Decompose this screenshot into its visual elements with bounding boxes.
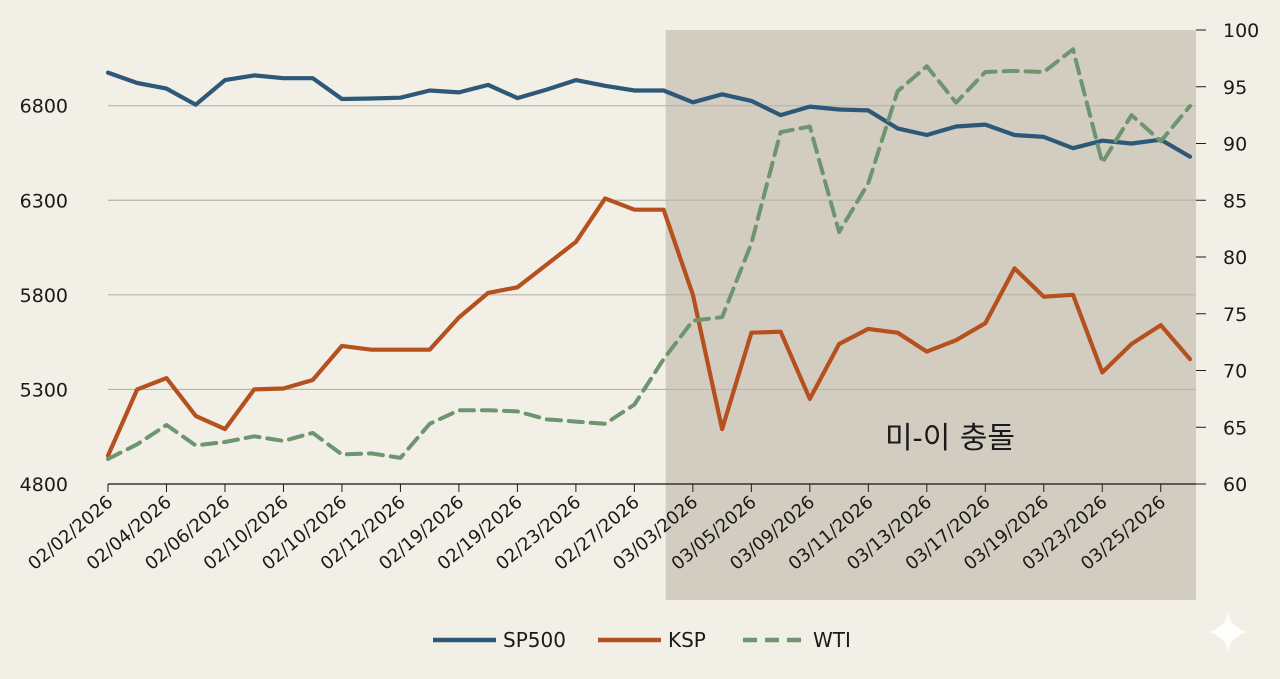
- shaded-region-layer: 미-이 충돌: [665, 30, 1196, 600]
- y-right-tick-label: 60: [1223, 474, 1247, 496]
- sparkle-icon: [1208, 612, 1248, 652]
- y-right-tick-label: 65: [1223, 417, 1247, 439]
- y-right-tick-label: 90: [1223, 134, 1247, 156]
- series-line-sp500: [105, 70, 1193, 159]
- series-lines: [105, 47, 1193, 461]
- y-right-tick-label: 95: [1223, 77, 1247, 99]
- legend-label-wti: WTI: [813, 628, 851, 652]
- y-left-tick-label: 5300: [20, 379, 68, 401]
- y-right-tick-label: 85: [1223, 190, 1247, 212]
- series-line-ksp: [105, 196, 1193, 458]
- y-left-tick-label: 6800: [20, 96, 68, 118]
- shaded-region: [665, 30, 1196, 600]
- y-right-tick-label: 100: [1223, 20, 1259, 42]
- series-line-wti: [106, 47, 1192, 461]
- annotation-label: 미-이 충돌: [885, 421, 1015, 456]
- y-right-tick-label: 75: [1223, 304, 1247, 326]
- y-right-tick-label: 80: [1223, 247, 1247, 269]
- y-left-tick-label: 6300: [20, 190, 68, 212]
- y-left-tick-label: 4800: [20, 474, 68, 496]
- y-right-tick-label: 70: [1223, 361, 1247, 383]
- y-left-tick-label: 5800: [20, 285, 68, 307]
- legend: SP500 KSP WTI: [433, 628, 851, 652]
- legend-label-sp500: SP500: [503, 628, 566, 652]
- legend-label-ksp: KSP: [668, 628, 706, 652]
